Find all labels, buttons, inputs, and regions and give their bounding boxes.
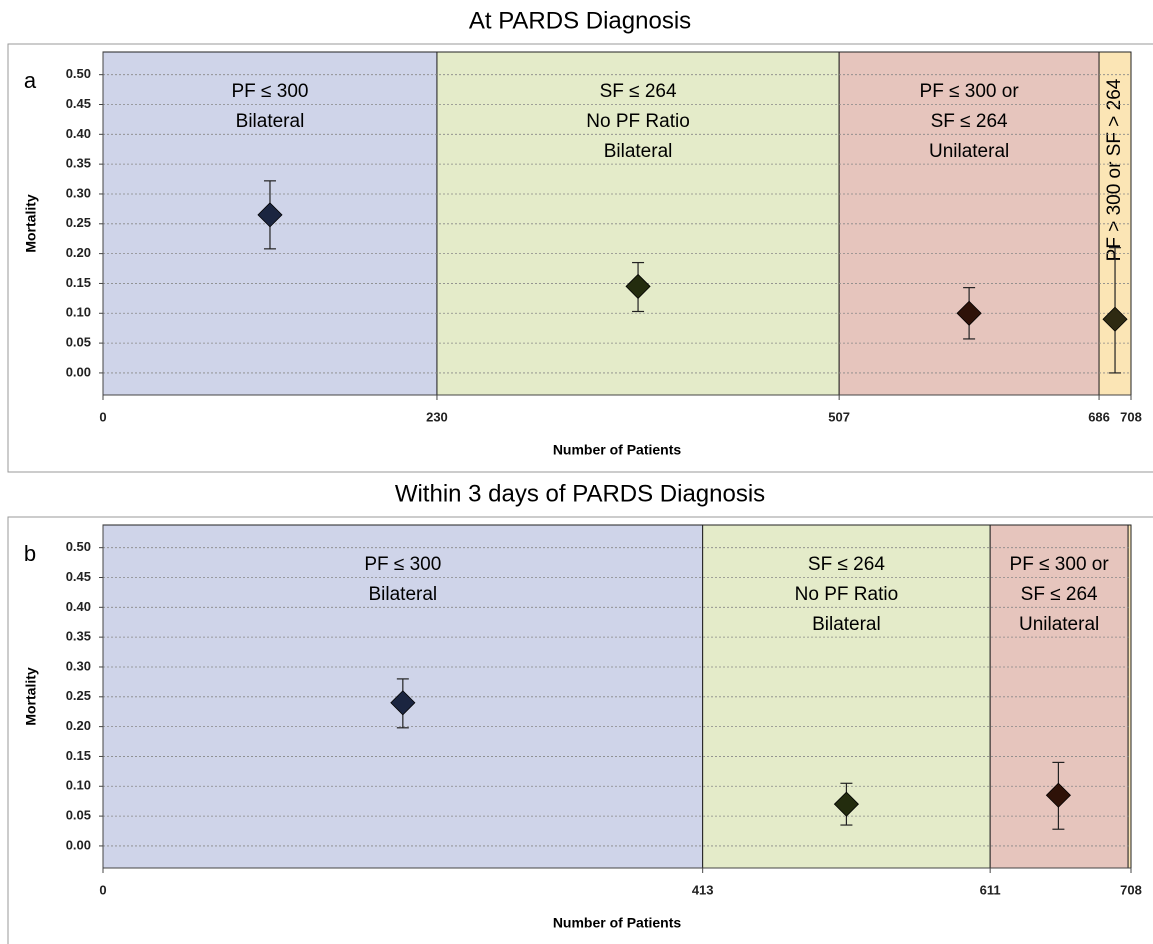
- y-tick-label: 0.50: [66, 66, 91, 81]
- x-tick-label: 230: [426, 409, 448, 424]
- x-tick-label: 507: [828, 409, 850, 424]
- band-label: No PF Ratio: [795, 584, 898, 605]
- band-label: Unilateral: [929, 141, 1009, 162]
- band-label: Bilateral: [236, 111, 305, 132]
- y-tick-label: 0.00: [66, 837, 91, 852]
- point: [1102, 306, 1128, 332]
- band: [436, 51, 840, 396]
- y-tick-label: 0.05: [66, 335, 91, 350]
- y-tick-label: 0.20: [66, 245, 91, 260]
- y-tick-label: 0.00: [66, 364, 91, 379]
- band-label: No PF Ratio: [586, 111, 689, 132]
- y-tick-label: 0.20: [66, 718, 91, 733]
- y-tick-label: 0.30: [66, 658, 91, 673]
- panel-letter: b: [24, 541, 36, 566]
- x-tick-label: 611: [980, 882, 1001, 897]
- point: [956, 300, 982, 326]
- y-tick-label: 0.15: [66, 275, 91, 290]
- y-tick-label: 0.50: [66, 539, 91, 554]
- y-tick-label: 0.45: [66, 569, 91, 584]
- y-tick-label: 0.25: [66, 215, 91, 230]
- panel-frame: [7, 43, 1153, 473]
- band-label: Unilateral: [1019, 614, 1099, 635]
- x-tick-label: 0: [99, 882, 106, 897]
- y-tick-label: 0.05: [66, 808, 91, 823]
- x-tick-label: 708: [1120, 409, 1142, 424]
- y-tick-label: 0.10: [66, 778, 91, 793]
- band-label: SF ≤ 264: [1021, 584, 1098, 605]
- band-label: PF ≤ 300 or: [1010, 554, 1110, 575]
- y-tick-label: 0.40: [66, 126, 91, 141]
- y-axis-label: Mortality: [23, 194, 39, 253]
- x-tick-label: 686: [1088, 409, 1110, 424]
- band-label: SF ≤ 264: [808, 554, 885, 575]
- x-tick-label: 413: [692, 882, 714, 897]
- band-label: PF > 300 or SF > 264: [1104, 78, 1125, 261]
- band-label: Bilateral: [812, 614, 881, 635]
- x-axis-label: Number of Patients: [553, 915, 682, 931]
- point: [390, 690, 416, 716]
- panel-title: At PARDS Diagnosis: [469, 7, 691, 34]
- x-tick-label: 708: [1120, 882, 1142, 897]
- band-label: Bilateral: [369, 584, 438, 605]
- panel-letter: a: [24, 68, 37, 93]
- x-axis-label: Number of Patients: [553, 442, 682, 458]
- band-label: PF ≤ 300: [364, 554, 441, 575]
- point: [833, 791, 859, 817]
- y-tick-label: 0.35: [66, 156, 91, 171]
- x-tick-label: 0: [99, 409, 106, 424]
- point: [625, 273, 651, 299]
- band-label: PF ≤ 300 or: [920, 81, 1020, 102]
- band-label: SF ≤ 264: [931, 111, 1008, 132]
- panel-frame: [7, 516, 1153, 944]
- point: [1045, 782, 1071, 808]
- y-axis-label: Mortality: [23, 667, 39, 726]
- y-tick-label: 0.40: [66, 599, 91, 614]
- band-label: SF ≤ 264: [600, 81, 677, 102]
- y-tick-label: 0.45: [66, 96, 91, 111]
- band-label: Bilateral: [604, 141, 673, 162]
- point: [257, 202, 283, 228]
- y-tick-label: 0.30: [66, 185, 91, 200]
- band-label: PF ≤ 300: [231, 81, 308, 102]
- y-tick-label: 0.10: [66, 305, 91, 320]
- y-tick-label: 0.15: [66, 748, 91, 763]
- panel: At PARDS Diagnosis a PF ≤ 300 Bilateral SF ≤…: [7, 7, 1153, 473]
- panel-title: Within 3 days of PARDS Diagnosis: [395, 480, 765, 507]
- panel: Within 3 days of PARDS Diagnosis b PF ≤ 30…: [7, 480, 1153, 944]
- y-tick-label: 0.25: [66, 688, 91, 703]
- y-tick-label: 0.35: [66, 629, 91, 644]
